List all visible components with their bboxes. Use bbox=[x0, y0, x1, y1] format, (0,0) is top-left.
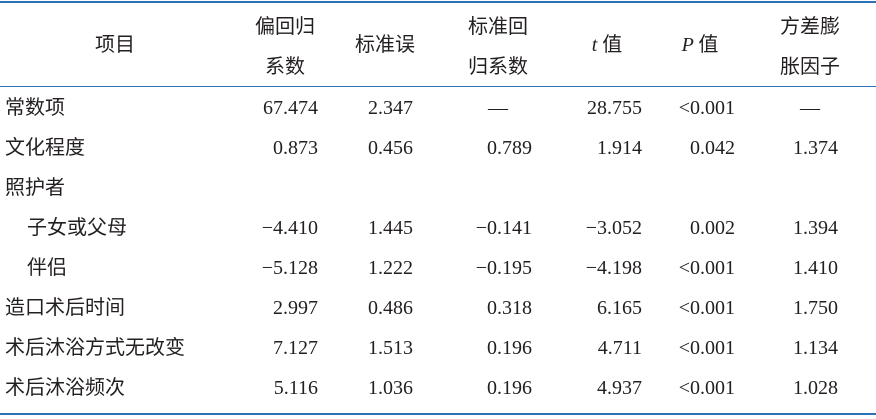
data-cell: −3.052 bbox=[585, 217, 642, 239]
data-cell: — bbox=[800, 97, 820, 119]
data-cell: 0.318 bbox=[487, 297, 532, 319]
header-cell: 归系数 bbox=[468, 56, 528, 78]
data-cell: — bbox=[488, 97, 508, 119]
data-cell: 0.196 bbox=[487, 377, 532, 399]
header-rule bbox=[0, 86, 876, 87]
data-cell: 1.914 bbox=[597, 137, 642, 159]
data-cell: 1.036 bbox=[368, 377, 413, 399]
data-cell: −4.410 bbox=[261, 217, 318, 239]
data-cell: 0.486 bbox=[368, 297, 413, 319]
data-cell: 1.134 bbox=[793, 337, 838, 359]
data-cell: <0.001 bbox=[678, 97, 735, 119]
data-cell: 0.042 bbox=[690, 137, 735, 159]
data-cell: 1.750 bbox=[793, 297, 838, 319]
data-cell: 2.347 bbox=[368, 97, 413, 119]
data-cell: 6.165 bbox=[597, 297, 642, 319]
data-cell: 1.394 bbox=[793, 217, 838, 239]
header-cell: 项目 bbox=[95, 34, 135, 56]
data-cell: 4.711 bbox=[597, 337, 642, 359]
data-cell: 67.474 bbox=[263, 97, 318, 119]
data-cell: 1.410 bbox=[793, 257, 838, 279]
data-cell: 5.116 bbox=[273, 377, 318, 399]
data-cell: −0.195 bbox=[475, 257, 532, 279]
row-label: 术后沐浴频次 bbox=[5, 377, 125, 399]
header-cell: 标准回 bbox=[468, 16, 528, 38]
data-cell: 1.222 bbox=[368, 257, 413, 279]
data-cell: 0.456 bbox=[368, 137, 413, 159]
data-cell: 4.937 bbox=[597, 377, 642, 399]
row-label: 文化程度 bbox=[5, 137, 85, 159]
header-cell: 标准误 bbox=[355, 34, 415, 56]
header-text: 值 bbox=[698, 34, 719, 56]
data-cell: 2.997 bbox=[273, 297, 318, 319]
data-cell: <0.001 bbox=[678, 257, 735, 279]
top-rule bbox=[0, 1, 876, 3]
data-cell: −5.128 bbox=[261, 257, 318, 279]
header-cell: 系数 bbox=[265, 56, 305, 78]
data-cell: 1.513 bbox=[368, 337, 413, 359]
data-cell: 7.127 bbox=[273, 337, 318, 359]
data-cell: 0.873 bbox=[273, 137, 318, 159]
data-cell: 1.445 bbox=[368, 217, 413, 239]
header-cell: P 值 bbox=[635, 24, 765, 66]
data-cell: 0.002 bbox=[690, 217, 735, 239]
data-cell: −0.141 bbox=[475, 217, 532, 239]
row-label: 照护者 bbox=[5, 177, 65, 199]
data-cell: <0.001 bbox=[678, 377, 735, 399]
header-text: 值 bbox=[602, 34, 623, 56]
row-label: 术后沐浴方式无改变 bbox=[5, 337, 185, 359]
header-symbol: t bbox=[591, 34, 603, 56]
data-cell: 1.028 bbox=[793, 377, 838, 399]
data-cell: <0.001 bbox=[678, 337, 735, 359]
data-cell: −4.198 bbox=[585, 257, 642, 279]
row-label: 造口术后时间 bbox=[5, 297, 125, 319]
bottom-rule bbox=[0, 413, 876, 415]
data-cell: 28.755 bbox=[587, 97, 642, 119]
header-cell: 方差膨 bbox=[780, 16, 840, 38]
header-cell: 偏回归 bbox=[255, 16, 315, 38]
header-cell: 胀因子 bbox=[780, 56, 840, 78]
data-cell: 1.374 bbox=[793, 137, 838, 159]
header-symbol: P bbox=[681, 34, 699, 56]
data-cell: 0.196 bbox=[487, 337, 532, 359]
data-cell: <0.001 bbox=[678, 297, 735, 319]
header-cell: t 值 bbox=[542, 24, 672, 66]
row-label: 常数项 bbox=[5, 97, 65, 119]
data-cell: 0.789 bbox=[487, 137, 532, 159]
row-label: 子女或父母 bbox=[27, 217, 127, 239]
row-label: 伴侣 bbox=[27, 257, 67, 279]
